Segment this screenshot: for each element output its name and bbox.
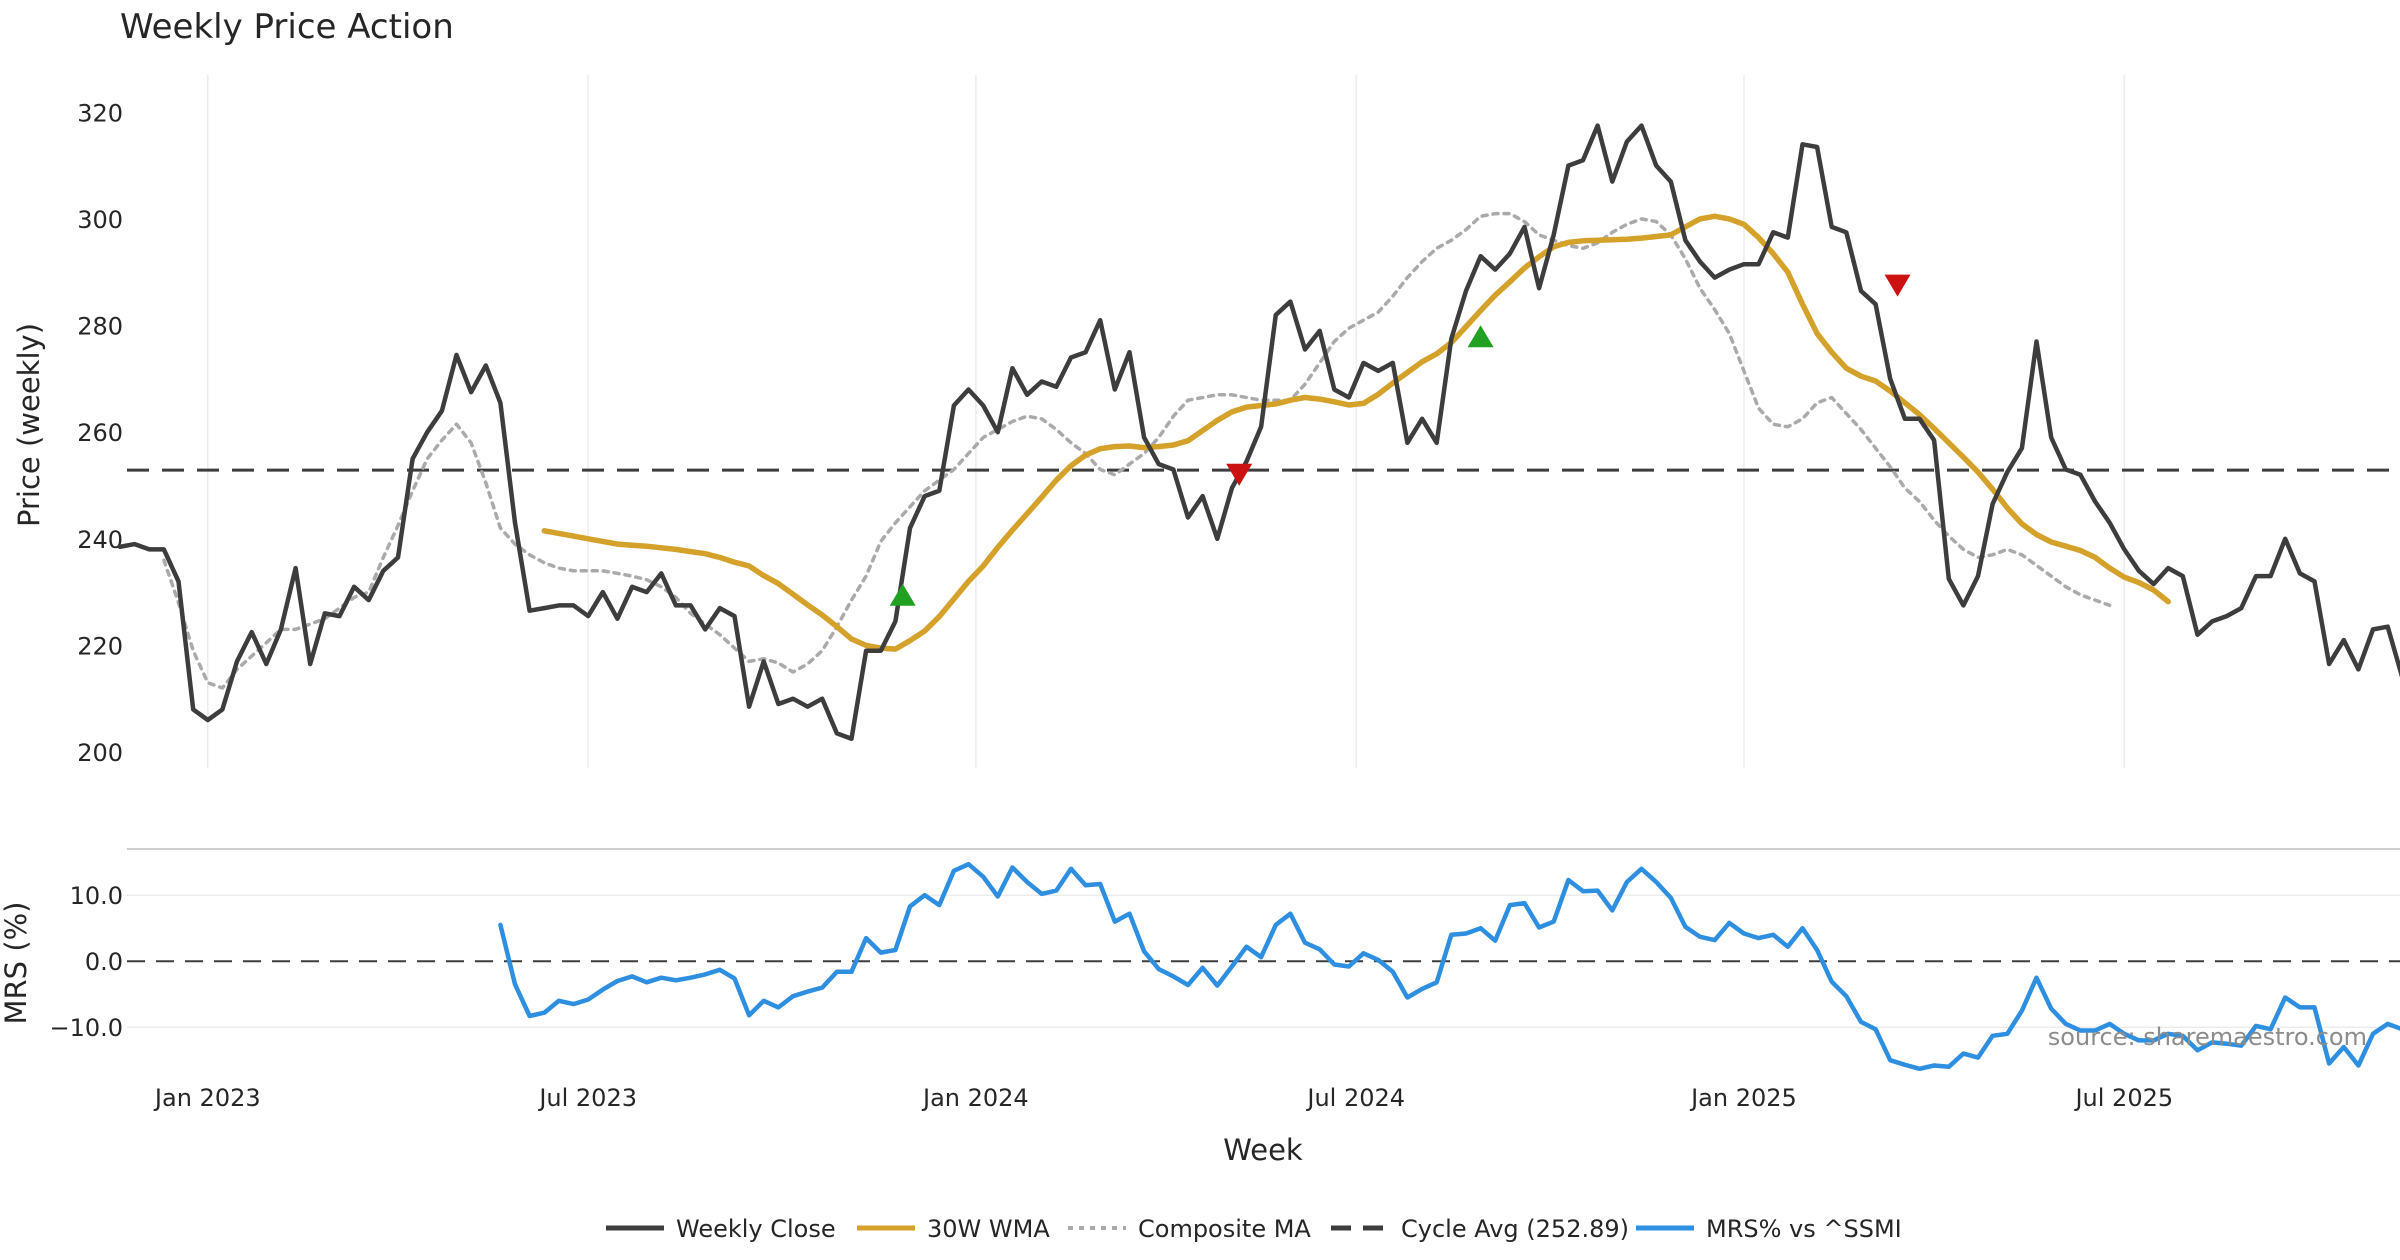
x-axis: Jan 2023 Jul 2023 Jan 2024 Jul 2024 Jan 2025… xyxy=(153,1084,2173,1112)
sell-signal-marker xyxy=(1884,274,1911,297)
price-y-axis-label: Price (weekly) xyxy=(12,323,46,527)
buy-signal-marker xyxy=(889,583,916,606)
chart-title: Weekly Price Action xyxy=(120,7,454,47)
mrs-y-axis-label: MRS (%) xyxy=(0,902,33,1025)
price-y-tick-label: 220 xyxy=(77,632,123,660)
sell-signal-marker xyxy=(1226,463,1253,486)
mrs-y-tick-label: 0.0 xyxy=(85,948,123,976)
series-mrs xyxy=(498,861,2400,1072)
x-tick-label: Jan 2025 xyxy=(1689,1084,1797,1112)
price-y-tick-label: 300 xyxy=(77,206,123,234)
series-composite-ma xyxy=(162,211,2112,690)
price-panel-grid xyxy=(207,75,2126,768)
legend-label: MRS% vs ^SSMI xyxy=(1706,1215,1902,1243)
mrs-series xyxy=(498,861,2400,1072)
x-tick-label: Jul 2025 xyxy=(2073,1084,2173,1112)
x-tick-label: Jan 2024 xyxy=(921,1084,1029,1112)
x-tick-label: Jul 2023 xyxy=(537,1084,637,1112)
mrs-y-axis: 10.0 0.0 −10.0 xyxy=(49,882,123,1042)
legend-label: 30W WMA xyxy=(927,1215,1050,1243)
x-tick-label: Jul 2024 xyxy=(1305,1084,1405,1112)
legend-label: Weekly Close xyxy=(676,1215,836,1243)
legend-label: Composite MA xyxy=(1138,1215,1311,1243)
signal-markers xyxy=(889,274,1911,606)
source-watermark: source: sharemaestro.com xyxy=(2048,1023,2367,1051)
x-axis-label: Week xyxy=(1223,1133,1303,1167)
series-weekly-close xyxy=(117,123,2400,741)
legend: Weekly Close 30W WMA Composite MA Cycle Avg… xyxy=(606,1215,1902,1243)
price-series xyxy=(117,123,2400,741)
price-y-tick-label: 260 xyxy=(77,419,123,447)
price-y-tick-label: 280 xyxy=(77,313,123,341)
x-tick-label: Jan 2023 xyxy=(153,1084,261,1112)
mrs-y-tick-label: −10.0 xyxy=(49,1014,123,1042)
price-y-axis: 200 220 240 260 280 300 320 xyxy=(77,99,123,767)
price-y-tick-label: 240 xyxy=(77,526,123,554)
price-y-tick-label: 200 xyxy=(77,739,123,767)
legend-label: Cycle Avg (252.89) xyxy=(1401,1215,1629,1243)
price-y-tick-label: 320 xyxy=(77,99,123,127)
mrs-y-tick-label: 10.0 xyxy=(70,882,123,910)
buy-signal-marker xyxy=(1467,325,1494,348)
mrs-panel-grid xyxy=(127,894,2400,1028)
